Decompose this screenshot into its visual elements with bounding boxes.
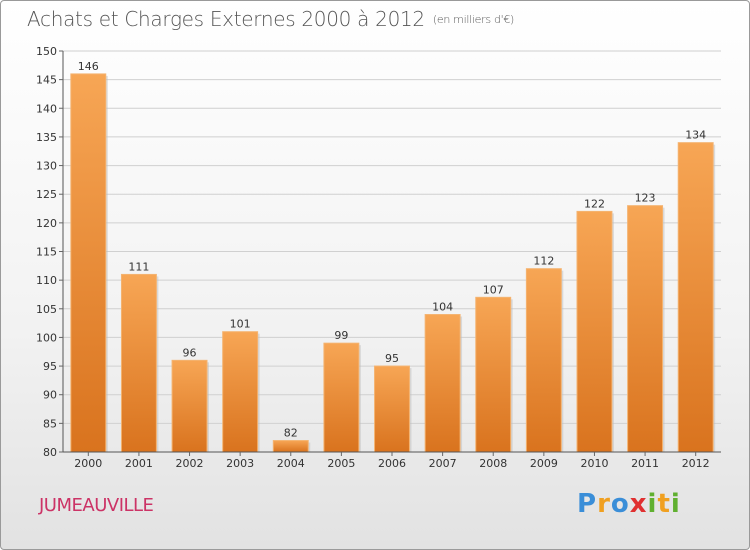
chart-title: Achats et Charges Externes 2000 à 2012 (e… [27,7,514,31]
logo-letter: P [577,489,598,519]
bar [374,365,410,453]
data-label: 134 [685,129,706,142]
y-tick-label: 125 [36,188,57,201]
x-tick-label: 2001 [125,457,153,470]
bar [171,359,208,453]
data-labels: 146 111 96 101 82 99 95 104 107 112 122 123 134 [78,60,706,440]
data-label: 111 [128,260,149,273]
data-label: 112 [533,255,554,268]
y-tick-label: 150 [36,45,57,58]
x-tick-label: 2007 [429,457,457,470]
bar [525,268,562,453]
bar [272,440,309,453]
y-tick-label: 105 [36,303,57,316]
data-label: 99 [334,329,348,342]
logo-letter: i [647,489,658,519]
proxiti-logo: Proxiti [577,489,681,519]
logo-letter: i [670,489,681,519]
town-name: JUMEAUVILLE [39,495,154,516]
chart-subtitle: (en milliers d'€) [432,13,515,26]
y-tick-label: 95 [43,360,57,373]
bar [70,73,107,453]
bar [475,296,512,453]
bar [677,142,714,453]
y-tick-label: 135 [36,131,57,144]
x-tick-label: 2000 [74,457,102,470]
y-tick-labels: 80 85 90 95 100 105 110 115 120 125 130 135 140 145 15… [36,45,63,459]
x-tick-label: 2005 [327,457,355,470]
x-tick-label: 2003 [226,457,254,470]
logo-letter: t [657,489,671,519]
y-tick-label: 100 [36,331,57,344]
y-tick-label: 115 [36,246,57,259]
bar [424,314,461,453]
y-tick-label: 145 [36,74,57,87]
logo-letter: x [629,489,648,519]
bar [323,342,360,453]
x-tick-label: 2006 [378,457,406,470]
y-tick-label: 140 [36,102,57,115]
x-tick-labels: 2000 2001 2002 2003 2004 2005 2006 2007 2008 2009… [74,452,710,470]
x-tick-label: 2008 [479,457,507,470]
logo-letter: o [610,489,630,519]
y-tick-label: 85 [43,417,57,430]
x-tick-label: 2010 [580,457,608,470]
y-tick-label: 110 [36,274,57,287]
x-tick-label: 2011 [631,457,659,470]
bar [576,210,613,453]
data-label: 95 [385,352,399,365]
chart-title-text: Achats et Charges Externes 2000 à 2012 [27,7,425,31]
logo-letter: r [597,489,611,519]
y-tick-label: 130 [36,160,57,173]
bars [70,73,716,453]
x-tick-label: 2012 [682,457,710,470]
bar [120,273,157,453]
y-tick-label: 90 [43,389,57,402]
data-label: 82 [284,427,298,440]
data-label: 107 [483,283,504,296]
data-label: 101 [230,318,251,331]
data-label: 96 [183,346,197,359]
data-label: 104 [432,301,453,314]
bar [627,205,664,453]
data-label: 123 [635,192,656,205]
data-label: 122 [584,197,605,210]
x-tick-label: 2009 [530,457,558,470]
bar [222,331,259,453]
y-tick-label: 80 [43,446,57,459]
y-tick-label: 120 [36,217,57,230]
data-label: 146 [78,60,99,73]
x-tick-label: 2002 [176,457,204,470]
x-tick-label: 2004 [277,457,305,470]
